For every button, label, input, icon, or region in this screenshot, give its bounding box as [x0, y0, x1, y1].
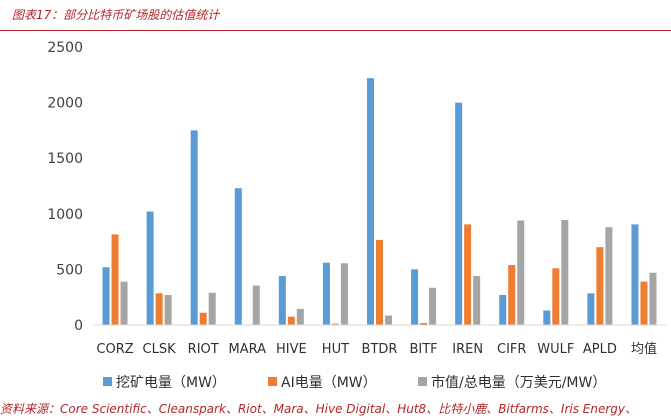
- x-tick-label: APLD: [583, 342, 617, 357]
- bar-riot-series-3: [208, 292, 216, 325]
- y-tick-label: 1000: [47, 207, 83, 223]
- bar-clsk-series-1: [146, 211, 154, 325]
- bar-iren-series-1: [455, 102, 463, 325]
- legend-label: 市值/总电量（万美元/MW）: [431, 374, 606, 391]
- bar-wulf-series-3: [561, 219, 569, 325]
- legend: 挖矿电量（MW） AI电量（MW） 市值/总电量（万美元/MW）: [103, 374, 606, 391]
- bar-cifr-series-2: [508, 264, 516, 325]
- x-tick-label: CIFR: [497, 342, 526, 357]
- source-note: 资料来源：Core Scientific、Cleanspark、Riot、Mar…: [0, 402, 638, 416]
- bar-btdr-series-2: [376, 239, 383, 325]
- bar-riot-series-2: [199, 312, 207, 325]
- legend-label: 挖矿电量（MW）: [116, 375, 226, 391]
- bar-hive-series-3: [296, 308, 304, 325]
- bar-btdr-series-3: [385, 315, 392, 325]
- bar-clsk-series-3: [164, 294, 172, 325]
- x-tick-label: HIVE: [276, 342, 307, 357]
- bars-group: [102, 78, 657, 325]
- bar-hut-series-2: [331, 323, 339, 325]
- bar-iren-series-2: [464, 224, 472, 325]
- bar-apld-series-3: [605, 227, 613, 325]
- y-tick-label: 0: [74, 318, 83, 334]
- y-tick-label: 2000: [47, 96, 83, 112]
- bar-corz-series-2: [111, 234, 119, 325]
- bar-bitf-series-3: [429, 287, 437, 325]
- bar-btdr-series-1: [367, 78, 374, 325]
- bar-corz-series-1: [102, 267, 110, 325]
- x-axis: CORZ CLSK RIOT MARA HIVE HUT BTDR BITF IREN CIFR W…: [96, 341, 657, 357]
- y-tick-label: 2500: [47, 40, 83, 56]
- bar-wulf-series-2: [552, 268, 560, 325]
- y-axis: 0 500 1000 1500 2000 2500: [47, 40, 83, 334]
- x-tick-label: 均值: [631, 341, 657, 357]
- x-tick-label: WULF: [537, 342, 574, 357]
- x-tick-label: BITF: [409, 342, 437, 357]
- bar-均值-series-2: [640, 281, 648, 325]
- bar-hive-series-2: [287, 316, 295, 325]
- bar-cifr-series-3: [517, 220, 525, 325]
- bar-bitf-series-2: [420, 322, 428, 325]
- bar-hut-series-1: [322, 262, 330, 325]
- legend-swatch: [103, 377, 112, 386]
- title-divider: [0, 30, 671, 31]
- legend-swatch: [418, 377, 427, 386]
- x-tick-label: IREN: [452, 342, 483, 357]
- bar-apld-series-1: [587, 293, 595, 325]
- bar-mara-series-3: [252, 285, 260, 325]
- legend-label: AI电量（MW）: [281, 375, 377, 391]
- bar-均值-series-3: [649, 272, 657, 325]
- bar-wulf-series-1: [543, 310, 551, 325]
- x-tick-label: MARA: [229, 342, 267, 357]
- bar-clsk-series-2: [155, 293, 163, 325]
- legend-swatch: [268, 377, 277, 386]
- bar-bitf-series-1: [411, 269, 419, 325]
- x-tick-label: BTDR: [362, 342, 398, 357]
- bar-iren-series-3: [473, 276, 481, 325]
- bar-cifr-series-1: [499, 294, 507, 325]
- x-tick-label: RIOT: [188, 342, 219, 357]
- bar-mara-series-1: [234, 188, 242, 325]
- x-tick-label: HUT: [322, 342, 349, 357]
- figure-title: 图表17：部分比特币矿场股的估值统计: [12, 8, 220, 22]
- x-tick-label: CLSK: [143, 342, 177, 357]
- y-tick-label: 500: [56, 262, 83, 278]
- x-tick-label: CORZ: [96, 342, 133, 357]
- y-tick-label: 1500: [47, 151, 83, 167]
- bar-均值-series-1: [631, 224, 639, 325]
- bar-chart: 0 500 1000 1500 2000 2500 CORZ CLSK RIOT MARA HIV…: [47, 40, 666, 391]
- bar-apld-series-2: [596, 247, 604, 325]
- bar-hive-series-1: [278, 276, 286, 325]
- bar-hut-series-3: [340, 263, 348, 325]
- bar-riot-series-1: [190, 130, 198, 325]
- bar-corz-series-3: [120, 281, 128, 325]
